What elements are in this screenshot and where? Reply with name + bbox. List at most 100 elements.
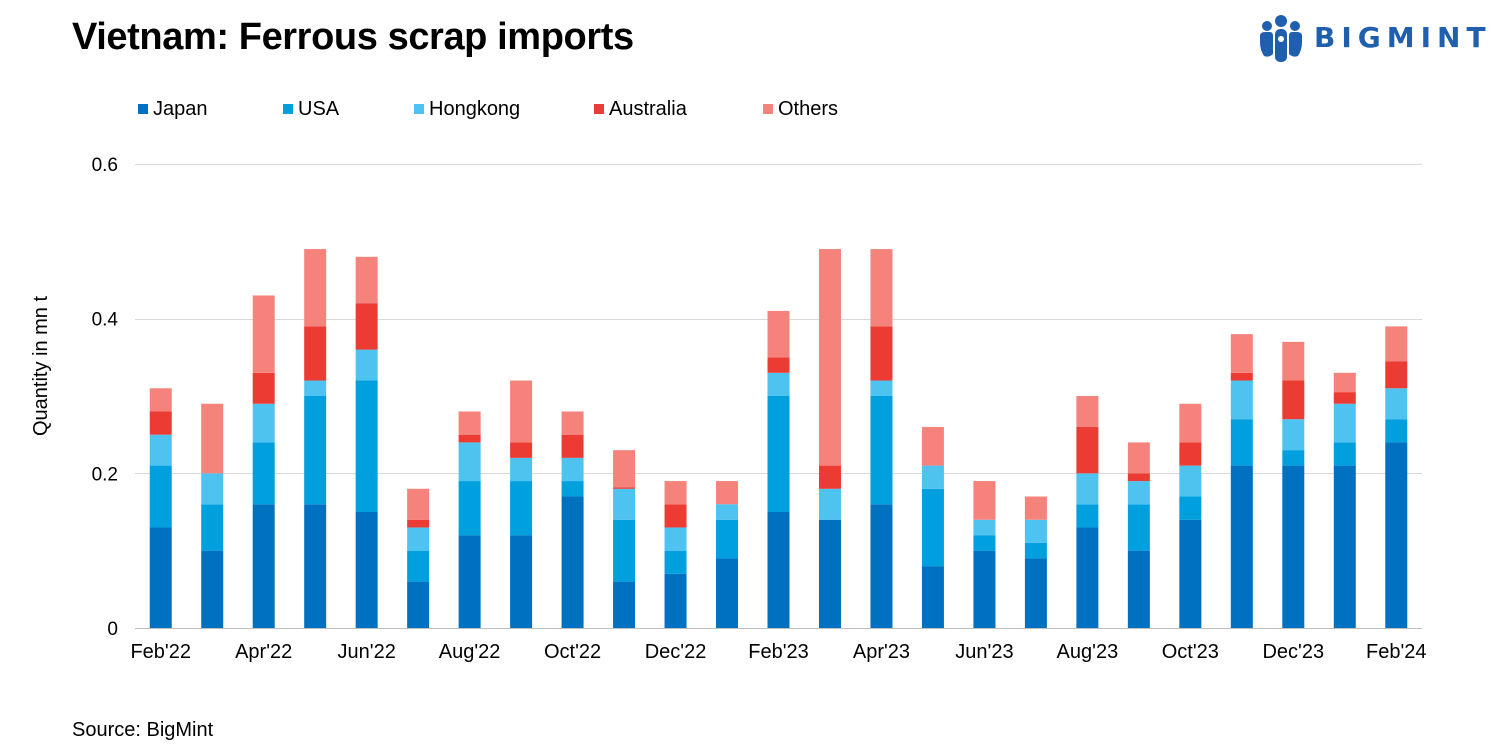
bar-segment-hongkong-18 — [1024, 519, 1047, 543]
bar-segment-japan-16 — [921, 566, 944, 628]
bar-segment-others-16 — [921, 426, 944, 466]
x-tick-label: Dec'23 — [1262, 641, 1324, 663]
bar-segment-japan-6 — [407, 581, 430, 628]
bar-segment-japan-23 — [1282, 465, 1305, 628]
legend-swatch-japan — [138, 104, 148, 114]
bar-segment-hongkong-8 — [510, 457, 533, 482]
bar-segment-japan-10 — [613, 581, 636, 628]
bar-segment-japan-18 — [1024, 558, 1047, 628]
bar-segment-hongkong-15 — [870, 380, 893, 396]
bar-segment-australia-23 — [1282, 380, 1305, 420]
bar-segment-australia-8 — [510, 442, 533, 458]
bar-segment-japan-20 — [1127, 550, 1150, 628]
y-tick-label: 0.6 — [92, 155, 118, 176]
bar-segment-hongkong-5 — [355, 349, 378, 381]
bar-segment-japan-3 — [252, 504, 275, 628]
legend-item-hongkong: Hongkong — [414, 98, 520, 120]
bar-segment-usa-12 — [716, 519, 739, 559]
bar-segment-others-2 — [201, 403, 224, 474]
bar-segment-australia-6 — [407, 519, 430, 528]
bar-segment-hongkong-22 — [1230, 380, 1253, 420]
bar-segment-usa-3 — [252, 442, 275, 505]
bar-segment-usa-18 — [1024, 542, 1047, 559]
bar-segment-usa-15 — [870, 396, 893, 505]
bar-segment-hongkong-3 — [252, 403, 275, 443]
bar-segment-others-19 — [1076, 396, 1099, 427]
bar-segment-hongkong-4 — [304, 380, 327, 396]
bar-segment-australia-13 — [767, 357, 790, 373]
legend-item-japan: Japan — [138, 98, 208, 120]
bar-segment-hongkong-20 — [1127, 481, 1150, 505]
legend-swatch-australia — [594, 104, 604, 114]
x-tick-label: Feb'24 — [1366, 641, 1427, 663]
bar-segment-usa-13 — [767, 396, 790, 512]
bar-segment-usa-21 — [1179, 496, 1202, 520]
bar-segment-others-1 — [149, 388, 172, 412]
x-axis-ticks: Feb'22 Apr'22 Jun'22 Aug'22 Oct'22 Dec'22 Feb'… — [130, 641, 1426, 663]
bar-segment-australia-14 — [818, 465, 841, 489]
bar-segment-usa-23 — [1282, 450, 1305, 466]
bar-segment-hongkong-24 — [1333, 403, 1356, 443]
bar-segment-usa-9 — [561, 481, 584, 497]
bar-segment-hongkong-13 — [767, 372, 790, 396]
bar-segment-australia-9 — [561, 434, 584, 458]
bar-segment-others-8 — [510, 380, 533, 443]
legend-label-hongkong: Hongkong — [429, 98, 521, 120]
bar-segment-others-25 — [1385, 326, 1408, 362]
x-tick-label: Aug'22 — [439, 641, 501, 663]
bar-segment-usa-2 — [201, 504, 224, 551]
bar-segment-usa-25 — [1385, 419, 1408, 443]
bar-segment-japan-17 — [973, 550, 996, 628]
bar-segment-others-3 — [252, 295, 275, 373]
bar-segment-usa-20 — [1127, 504, 1150, 551]
bar-segment-others-22 — [1230, 334, 1253, 373]
x-tick-label: Oct'22 — [544, 641, 601, 663]
bar-segment-usa-5 — [355, 380, 378, 512]
bar-segment-usa-19 — [1076, 504, 1099, 528]
bar-segment-japan-9 — [561, 496, 584, 628]
bar-segment-usa-8 — [510, 481, 533, 536]
x-tick-label: Oct'23 — [1162, 641, 1219, 663]
y-tick-label: 0.4 — [92, 310, 119, 331]
x-tick-label: Apr'22 — [235, 641, 292, 663]
bar-segment-hongkong-2 — [201, 473, 224, 505]
bar-segment-others-12 — [716, 481, 739, 505]
bar-segment-usa-7 — [458, 481, 481, 536]
bar-segment-australia-19 — [1076, 426, 1099, 474]
bar-segment-japan-5 — [355, 512, 378, 628]
bar-segment-others-9 — [561, 411, 584, 435]
bar-segment-japan-2 — [201, 550, 224, 628]
bar-segment-australia-7 — [458, 434, 481, 443]
bar-segment-australia-1 — [149, 411, 172, 435]
bigmint-people-icon — [1258, 14, 1304, 62]
bar-segment-australia-5 — [355, 303, 378, 350]
bar-segment-hongkong-1 — [149, 434, 172, 466]
legend-swatch-others — [763, 104, 773, 114]
bar-segment-hongkong-6 — [407, 527, 430, 551]
bar-segment-japan-25 — [1385, 442, 1408, 628]
bar-segment-japan-7 — [458, 535, 481, 628]
legend-item-others: Others — [763, 98, 838, 120]
bar-segment-australia-25 — [1385, 361, 1408, 389]
bar-segment-others-11 — [664, 481, 687, 505]
bar-segment-others-6 — [407, 488, 430, 520]
y-axis-ticks: 0 0.2 0.4 0.6 — [92, 155, 119, 640]
bar-segment-usa-1 — [149, 465, 172, 528]
bar-segment-others-15 — [870, 249, 893, 327]
bar-segment-hongkong-16 — [921, 465, 944, 489]
bar-segment-japan-22 — [1230, 465, 1253, 628]
chart-legend: Japan USA Hongkong Australia Others — [0, 98, 1000, 120]
bar-segment-hongkong-17 — [973, 519, 996, 536]
bar-segment-others-21 — [1179, 403, 1202, 443]
bar-segment-usa-24 — [1333, 442, 1356, 466]
bar-segment-usa-22 — [1230, 419, 1253, 466]
bar-segment-others-17 — [973, 481, 996, 520]
bar-segment-hongkong-12 — [716, 504, 739, 520]
x-tick-label: Apr'23 — [853, 641, 910, 663]
bar-segment-australia-21 — [1179, 442, 1202, 466]
x-tick-label: Feb'22 — [130, 641, 191, 663]
bar-segment-australia-15 — [870, 326, 893, 381]
y-axis-title: Quantity in mn t — [30, 296, 52, 437]
bar-segment-others-24 — [1333, 372, 1356, 393]
